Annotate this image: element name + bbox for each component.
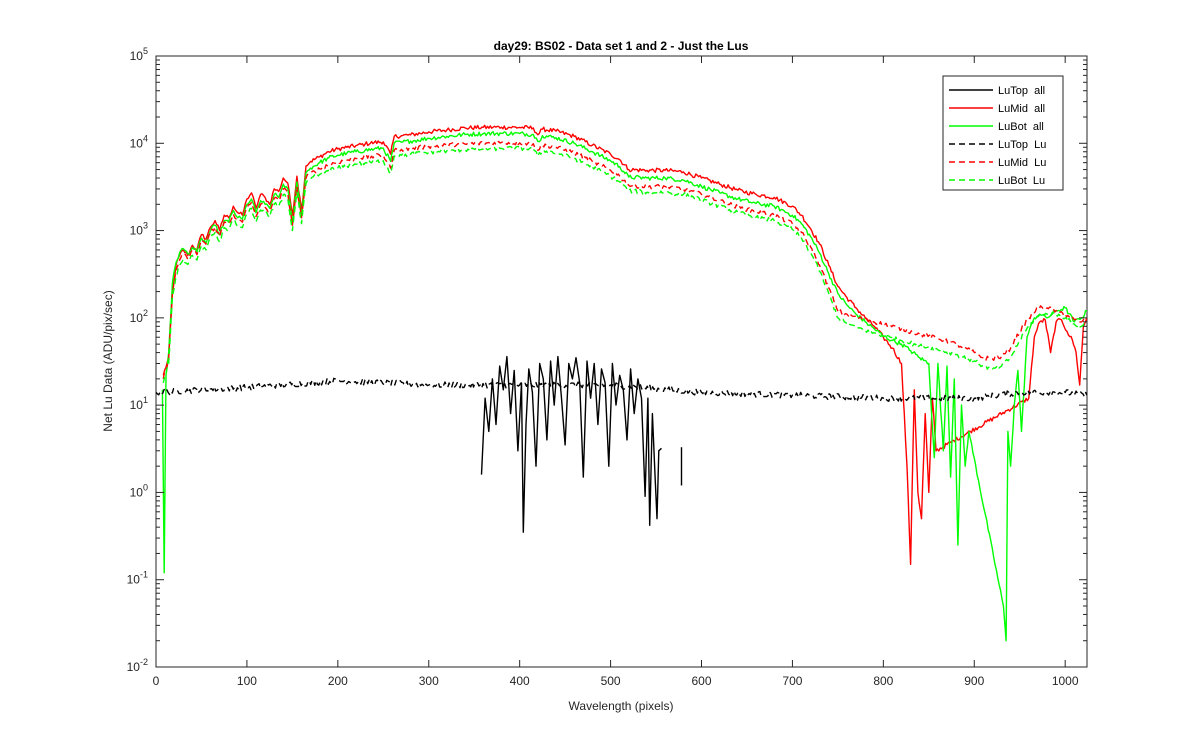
y-tick-label: 104 xyxy=(130,133,148,150)
legend-label: LuMid Lu xyxy=(998,157,1046,169)
x-tick-label: 500 xyxy=(601,674,621,688)
x-tick-label: 900 xyxy=(964,674,984,688)
x-tick-label: 300 xyxy=(419,674,439,688)
y-tick-label: 105 xyxy=(130,46,148,63)
y-tick-label: 10-1 xyxy=(127,570,148,587)
x-tick-label: 700 xyxy=(782,674,802,688)
legend-label: LuTop Lu xyxy=(998,139,1046,151)
x-axis: 0 100 200 300 400 500 600 700 800 900 1000 xyxy=(153,56,1079,688)
y-tick-label: 100 xyxy=(130,482,148,499)
y-tick-label: 101 xyxy=(130,395,148,412)
series-line-3 xyxy=(156,377,1087,402)
series-line-5 xyxy=(162,145,1087,384)
series-line-4 xyxy=(162,140,1087,380)
series-line-2 xyxy=(161,131,1087,642)
series-line-1 xyxy=(162,124,1087,565)
x-tick-label: 400 xyxy=(510,674,530,688)
plot-area xyxy=(155,55,1088,668)
x-axis-label: Wavelength (pixels) xyxy=(569,699,674,713)
y-axis: 10-2 10-1 100 101 102 103 104 105 xyxy=(127,46,1087,674)
series-layer xyxy=(156,124,1087,642)
legend-label: LuTop all xyxy=(998,85,1045,97)
x-tick-label: 0 xyxy=(153,674,160,688)
legend-label: LuMid all xyxy=(998,103,1045,115)
legend-box xyxy=(942,75,1064,191)
y-axis-label: Net Lu Data (ADU/pix/sec) xyxy=(101,290,115,431)
legend-label: LuBot all xyxy=(998,121,1044,133)
y-tick-label: 102 xyxy=(130,308,148,325)
x-tick-label: 200 xyxy=(328,674,348,688)
x-tick-label: 100 xyxy=(237,674,257,688)
x-tick-label: 1000 xyxy=(1052,674,1079,688)
series-line-0 xyxy=(480,355,662,533)
x-tick-label: 600 xyxy=(691,674,711,688)
y-tick-label: 103 xyxy=(130,221,148,238)
y-tick-label: 10-2 xyxy=(127,657,148,674)
legend-label: LuBot Lu xyxy=(998,175,1045,187)
chart-title: day29: BS02 - Data set 1 and 2 - Just th… xyxy=(494,39,749,53)
x-tick-label: 800 xyxy=(873,674,893,688)
legend: LuTop all LuMid all LuBot all LuTop Lu LuMid… xyxy=(942,75,1064,191)
